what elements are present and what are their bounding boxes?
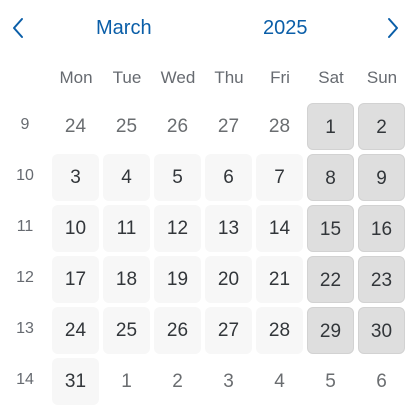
calendar-day[interactable]: 13 xyxy=(205,205,252,252)
calendar-day[interactable]: 8 xyxy=(307,154,354,201)
week-number: 10 xyxy=(16,167,34,184)
calendar-day[interactable]: 10 xyxy=(52,205,99,252)
year-selector[interactable]: 2025 xyxy=(263,17,308,39)
previous-month-button[interactable] xyxy=(0,10,36,46)
calendar-day[interactable]: 29 xyxy=(307,307,354,354)
calendar-day[interactable]: 25 xyxy=(115,116,138,137)
calendar-day[interactable]: 6 xyxy=(376,371,387,392)
calendar-day[interactable]: 4 xyxy=(103,154,150,201)
calendar-day[interactable]: 14 xyxy=(256,205,303,252)
weekday-header: Sun xyxy=(366,68,398,87)
calendar-day[interactable]: 31 xyxy=(52,358,99,405)
calendar-day[interactable]: 3 xyxy=(52,154,99,201)
calendar-day[interactable]: 16 xyxy=(358,205,405,252)
calendar-day[interactable]: 2 xyxy=(358,103,405,150)
weekday-header: Tue xyxy=(112,68,142,87)
week-row: 12 17 18 19 20 21 22 23 xyxy=(0,256,412,306)
month-selector[interactable]: March xyxy=(96,17,152,39)
week-row: 9 24 25 26 27 28 1 2 xyxy=(0,103,412,153)
calendar-day[interactable]: 9 xyxy=(358,154,405,201)
calendar-day[interactable]: 26 xyxy=(166,116,189,137)
weekday-header: Fri xyxy=(270,68,290,87)
calendar-day[interactable]: 7 xyxy=(256,154,303,201)
calendar-day[interactable]: 18 xyxy=(103,256,150,303)
calendar-day[interactable]: 30 xyxy=(358,307,405,354)
calendar-day[interactable]: 20 xyxy=(205,256,252,303)
calendar-day[interactable]: 11 xyxy=(103,205,150,252)
weekday-header-row: Mon Tue Wed Thu Fri Sat Sun xyxy=(0,60,412,96)
week-row: 10 3 4 5 6 7 8 9 xyxy=(0,154,412,204)
weekday-header: Sat xyxy=(318,68,344,87)
calendar-day[interactable]: 21 xyxy=(256,256,303,303)
calendar-day[interactable]: 27 xyxy=(217,116,240,137)
weekday-header: Mon xyxy=(59,68,93,87)
week-number: 14 xyxy=(16,371,34,388)
calendar-day[interactable]: 25 xyxy=(103,307,150,354)
calendar-day[interactable]: 3 xyxy=(223,371,234,392)
calendar-day[interactable]: 28 xyxy=(256,307,303,354)
calendar-day[interactable]: 6 xyxy=(205,154,252,201)
calendar-day[interactable]: 5 xyxy=(154,154,201,201)
chevron-left-icon xyxy=(11,17,25,39)
calendar-day[interactable]: 17 xyxy=(52,256,99,303)
calendar-day[interactable]: 1 xyxy=(307,103,354,150)
calendar-day[interactable]: 15 xyxy=(307,205,354,252)
week-number: 13 xyxy=(16,320,34,337)
week-number: 9 xyxy=(20,116,30,133)
calendar-day[interactable]: 1 xyxy=(121,371,132,392)
weekday-header: Thu xyxy=(214,68,244,87)
calendar-day[interactable]: 5 xyxy=(325,371,336,392)
chevron-right-icon xyxy=(386,17,400,39)
calendar-day[interactable]: 22 xyxy=(307,256,354,303)
calendar-day[interactable]: 4 xyxy=(274,371,285,392)
calendar-day[interactable]: 24 xyxy=(52,307,99,354)
calendar-day[interactable]: 24 xyxy=(64,116,87,137)
next-month-button[interactable] xyxy=(375,10,411,46)
week-row: 11 10 11 12 13 14 15 16 xyxy=(0,205,412,255)
calendar-day[interactable]: 2 xyxy=(172,371,183,392)
calendar-day[interactable]: 19 xyxy=(154,256,201,303)
calendar-header: March 2025 xyxy=(0,0,412,56)
calendar-day[interactable]: 26 xyxy=(154,307,201,354)
calendar-day[interactable]: 27 xyxy=(205,307,252,354)
weekday-header: Wed xyxy=(160,68,196,87)
calendar-day[interactable]: 12 xyxy=(154,205,201,252)
calendar-day[interactable]: 23 xyxy=(358,256,405,303)
week-row: 14 31 1 2 3 4 5 6 xyxy=(0,358,412,408)
week-number: 12 xyxy=(16,269,34,286)
week-number: 11 xyxy=(16,218,34,235)
week-row: 13 24 25 26 27 28 29 30 xyxy=(0,307,412,357)
calendar-day[interactable]: 28 xyxy=(268,116,291,137)
